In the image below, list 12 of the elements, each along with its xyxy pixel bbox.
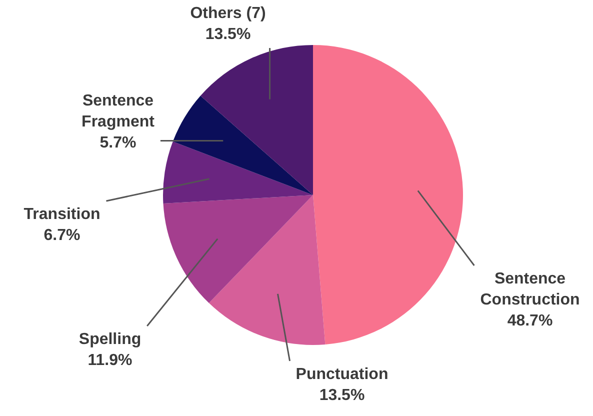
data-label: 48.7% bbox=[507, 312, 553, 330]
data-label: 13.5% bbox=[319, 386, 365, 404]
slice-label: Sentence Construction bbox=[480, 270, 580, 308]
slice-label: Others (7) bbox=[190, 4, 266, 22]
slice-label: Spelling bbox=[78, 330, 142, 348]
data-label: 6.7% bbox=[44, 226, 80, 244]
data-label: 13.5% bbox=[205, 26, 251, 43]
data-label: 11.9% bbox=[88, 352, 132, 369]
slice-label: Punctuation bbox=[296, 366, 388, 383]
slice-label: Transition bbox=[24, 206, 100, 223]
data-label: 5.7% bbox=[100, 134, 136, 152]
slice-label: Sentence Fragment bbox=[82, 92, 156, 130]
